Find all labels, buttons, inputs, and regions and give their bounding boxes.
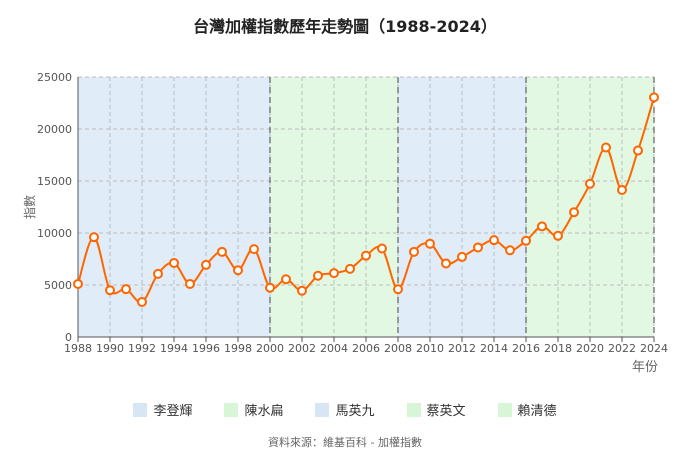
data-point [521,235,531,246]
data-point [425,238,435,249]
legend-label: 李登輝 [153,404,193,419]
legend: 李登輝 陳水扁 馬英九 蔡英文 賴清德 [0,400,690,419]
y-tick-label: 0 [65,331,72,344]
chart-title: 台灣加權指數歷年走勢圖（1988-2024） [193,17,497,36]
x-tick-label: 1998 [224,342,252,355]
data-point [281,274,291,285]
y-tick-label: 15000 [37,175,72,188]
legend-item[interactable]: 馬英九 [315,400,375,419]
data-point [377,243,387,254]
data-point [249,244,259,255]
data-point [201,259,211,270]
data-point [361,250,371,261]
data-point [601,142,611,153]
x-tick-label: 2022 [608,342,636,355]
x-tick-label: 1994 [160,342,188,355]
data-point [585,178,595,189]
legend-item[interactable]: 蔡英文 [406,400,466,419]
y-tick-label: 20000 [37,123,72,136]
x-tick-label: 2020 [576,342,604,355]
x-tick-label: 2008 [384,342,412,355]
data-point [169,257,179,268]
data-point [409,246,419,257]
x-axis-label: 年份 [632,360,658,375]
data-point [121,284,131,295]
x-tick-label: 2016 [512,342,540,355]
y-tick-label: 25000 [37,71,72,84]
data-point [233,265,243,276]
data-point [345,263,355,274]
x-tick-label: 2002 [288,342,316,355]
data-point [297,285,307,296]
data-point [569,207,579,218]
legend-swatch [315,402,330,417]
data-point [553,230,563,241]
legend-swatch [497,402,512,417]
legend-swatch [406,402,421,417]
source-note: 資料來源：維基百科 - 加權指數 [268,436,422,449]
legend-item[interactable]: 陳水扁 [224,400,283,419]
data-point [153,268,163,279]
data-point [537,221,547,232]
x-tick-label: 2018 [544,342,572,355]
x-tick-label: 1988 [64,342,92,355]
x-tick-label: 2010 [416,342,444,355]
data-point [473,242,483,253]
y-tick-label: 5000 [44,279,72,292]
data-point [185,278,195,289]
data-point [393,284,403,295]
data-point [313,270,323,281]
legend-item[interactable]: 賴清德 [497,400,557,419]
legend-label: 陳水扁 [244,404,284,419]
y-tick-label: 10000 [37,227,72,240]
legend-label: 賴清德 [517,404,557,419]
data-point [217,246,227,257]
x-tick-label: 2004 [320,342,348,355]
x-tick-label: 1996 [192,342,220,355]
x-tick-label: 2006 [352,342,380,355]
data-point [105,285,115,296]
data-point [489,235,499,246]
x-tick-label: 1990 [96,342,124,355]
data-point [505,245,515,256]
legend-label: 蔡英文 [426,404,466,419]
data-point [617,184,627,195]
data-point [329,268,339,279]
data-point [649,92,659,103]
data-point [89,232,99,243]
legend-swatch [133,402,148,417]
x-tick-label: 2012 [448,342,476,355]
x-tick-label: 2014 [480,342,508,355]
x-tick-label: 2024 [640,342,668,355]
x-tick-label: 1992 [128,342,156,355]
data-point [457,251,467,262]
data-point [137,296,147,307]
y-axis-label: 指數 [22,195,37,219]
legend-label: 馬英九 [335,404,375,419]
data-point [633,145,643,156]
data-point [73,278,83,289]
x-tick-label: 2000 [256,342,284,355]
legend-swatch [224,402,239,417]
data-point [265,282,275,293]
data-point [441,258,451,269]
legend-item[interactable]: 李登輝 [133,400,192,419]
